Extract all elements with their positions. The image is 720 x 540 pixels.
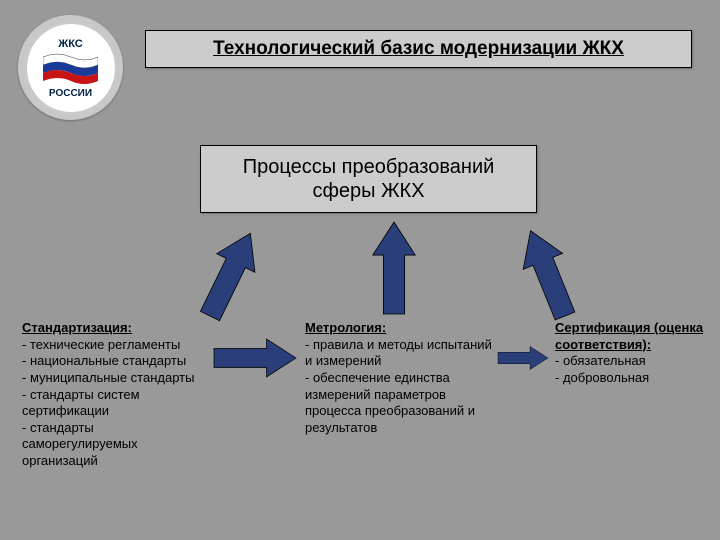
logo-text-bottom: РОССИИ: [49, 88, 92, 99]
col-item: - стандарты саморегулируемых организаций: [22, 420, 212, 470]
col-item: - муниципальные стандарты: [22, 370, 212, 387]
logo-inner: ЖКС РОССИИ: [27, 24, 115, 112]
arrow-up: [511, 223, 585, 324]
col-heading: Стандартизация:: [22, 320, 212, 337]
col-item: - стандарты систем сертификации: [22, 387, 212, 420]
process-box: Процессы преобразований сферы ЖКХ: [200, 145, 537, 213]
logo-text-top: ЖКС: [58, 38, 82, 50]
arrow-up: [191, 224, 269, 325]
slide-title-text: Технологический базис модернизации ЖКХ: [213, 38, 624, 60]
col-item: - обеспечение единства измерений парамет…: [305, 370, 495, 437]
col-item: - правила и методы испытаний и измерений: [305, 337, 495, 370]
org-logo: В ЖИЛИЩНО-КОММУНАЛЬНОМ ЖКС РОССИИ: [18, 15, 123, 120]
column-certification: Сертификация (оценка соответствия): - об…: [555, 320, 705, 387]
arrow-right: [498, 346, 548, 369]
col-item: - национальные стандарты: [22, 353, 212, 370]
arrow-right: [214, 339, 296, 377]
logo-flag: [43, 53, 98, 85]
col-heading: Сертификация (оценка соответствия):: [555, 320, 705, 353]
arrow-up: [373, 222, 415, 314]
process-text: Процессы преобразований сферы ЖКХ: [243, 155, 495, 203]
col-item: - добровольная: [555, 370, 705, 387]
col-item: - технические регламенты: [22, 337, 212, 354]
column-metrology: Метрология: - правила и методы испытаний…: [305, 320, 495, 436]
col-item: - обязательная: [555, 353, 705, 370]
column-standardization: Стандартизация: - технические регламенты…: [22, 320, 212, 470]
slide-title: Технологический базис модернизации ЖКХ: [145, 30, 692, 68]
col-heading: Метрология:: [305, 320, 495, 337]
